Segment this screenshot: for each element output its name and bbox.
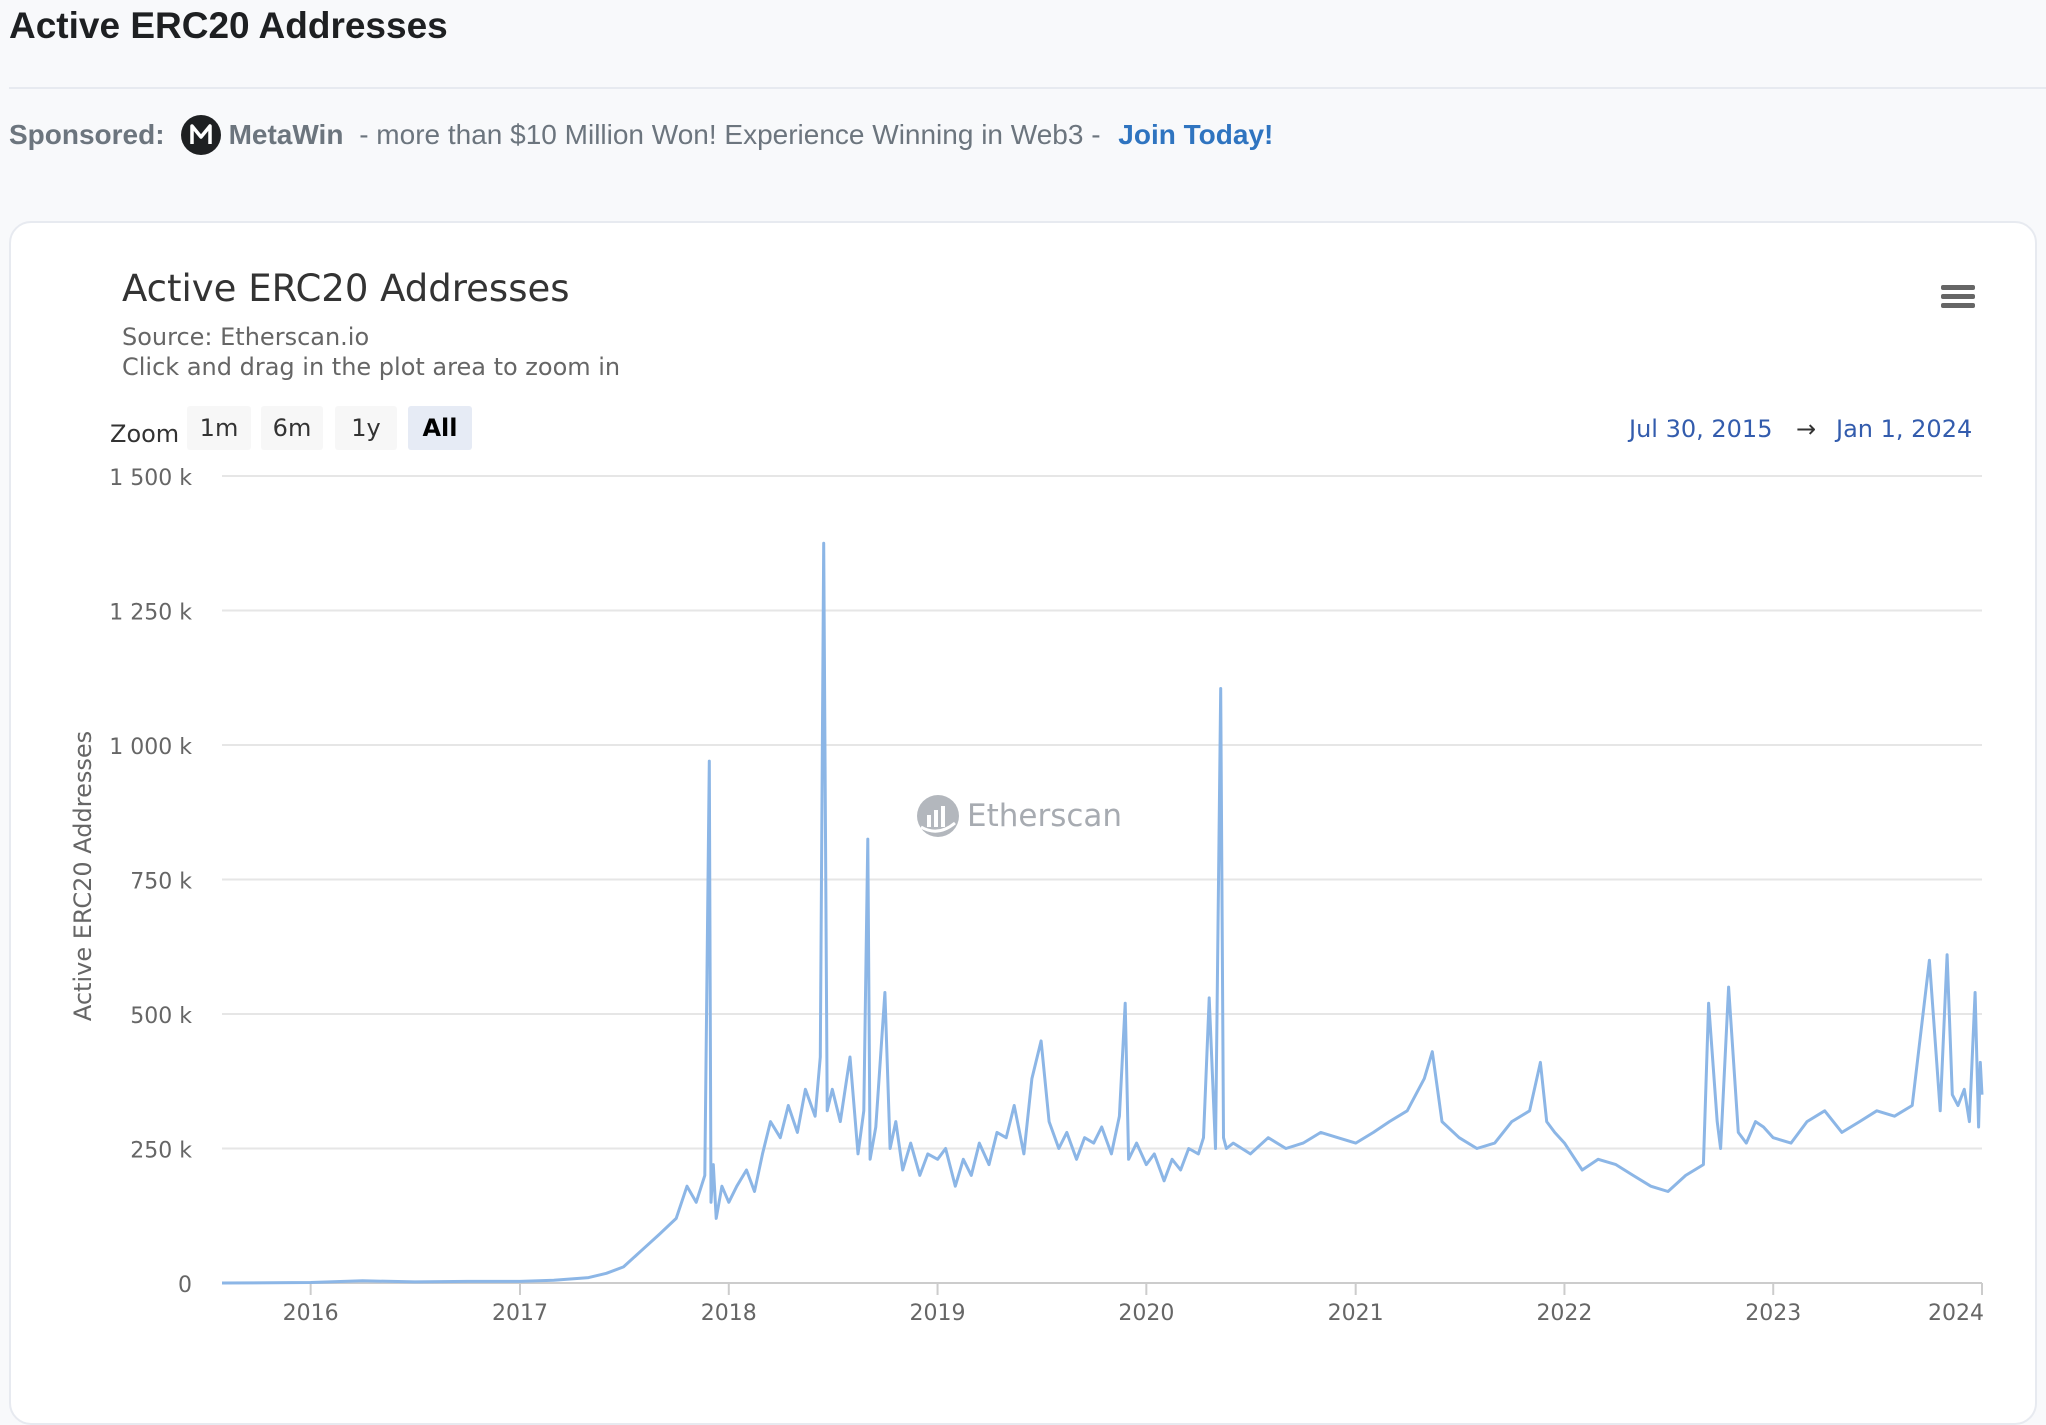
y-tick-label: 1 500 k [109,466,192,491]
zoom-1m-button[interactable]: 1m [187,406,251,450]
range-from-input[interactable]: Jul 30, 2015 [1629,415,1773,443]
x-tick-label: 2017 [492,1301,548,1326]
y-tick-label: 500 k [130,1004,192,1029]
x-tick-label: 2022 [1536,1301,1592,1326]
etherscan-watermark: Etherscan [915,791,1122,841]
sponsor-label: Sponsored: [9,119,165,150]
sponsor-text: - more than $10 Million Won! Experience … [351,119,1109,150]
x-tick-label: 2019 [910,1301,966,1326]
y-tick-label: 1 000 k [109,735,192,760]
x-tick-label: 2018 [701,1301,757,1326]
sponsor-banner: Sponsored: MetaWin - more than $10 Milli… [9,112,1273,158]
header-divider [9,87,2046,89]
sponsor-brand[interactable]: MetaWin [228,119,344,150]
x-tick-label: 2023 [1745,1301,1801,1326]
x-tick-label: 2021 [1328,1301,1384,1326]
chart-source: Source: Etherscan.io [122,323,370,351]
zoom-label: Zoom [110,420,180,448]
zoom-all-button[interactable]: All [408,406,472,450]
chart-title: Active ERC20 Addresses [122,267,570,310]
zoom-1y-button[interactable]: 1y [335,406,397,450]
range-to-input[interactable]: Jan 1, 2024 [1836,415,1973,443]
etherscan-logo-icon [917,795,959,837]
x-tick-label: 2016 [283,1301,339,1326]
x-tick-label: 2020 [1118,1301,1174,1326]
y-tick-label: 0 [178,1273,192,1298]
chart-plot[interactable]: 0 250 k 500 k 750 k 1 000 k 1 250 k 1 500 k 20… [0,0,2046,1378]
join-today-link[interactable]: Join Today! [1118,119,1274,150]
zoom-6m-button[interactable]: 6m [261,406,323,450]
chart-subtitle: Source: Etherscan.io Click and drag in t… [122,322,620,382]
series-line[interactable] [221,541,1984,1285]
chart-hint: Click and drag in the plot area to zoom … [122,353,621,381]
y-tick-label: 1 250 k [109,601,192,626]
menu-icon[interactable] [1936,277,1984,317]
range-arrow: → [1796,415,1817,443]
x-tick-label: 2024 [1928,1301,1984,1326]
metawin-logo-icon[interactable] [180,115,221,155]
y-tick-label: 750 k [130,870,192,895]
y-tick-label: 250 k [130,1139,192,1164]
watermark-text: Etherscan [967,798,1123,834]
page-title: Active ERC20 Addresses [9,5,448,46]
